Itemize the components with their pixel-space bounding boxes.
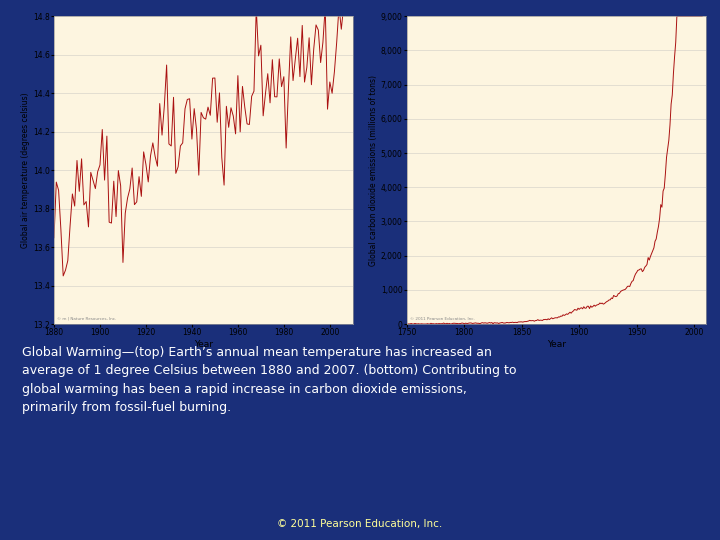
Text: © 2011 Pearson Education, Inc.: © 2011 Pearson Education, Inc. <box>410 317 474 321</box>
Text: © 2011 Pearson Education, Inc.: © 2011 Pearson Education, Inc. <box>277 519 443 529</box>
X-axis label: Year: Year <box>194 340 213 349</box>
Text: © m | Nature Resources, Inc.: © m | Nature Resources, Inc. <box>57 317 116 321</box>
Y-axis label: Global air temperature (degrees celsius): Global air temperature (degrees celsius) <box>21 92 30 248</box>
Y-axis label: Global carbon dioxide emissions (millions of tons): Global carbon dioxide emissions (million… <box>369 75 378 266</box>
X-axis label: Year: Year <box>546 340 566 349</box>
Text: Global Warming—(top) Earth’s annual mean temperature has increased an
average of: Global Warming—(top) Earth’s annual mean… <box>22 346 516 414</box>
